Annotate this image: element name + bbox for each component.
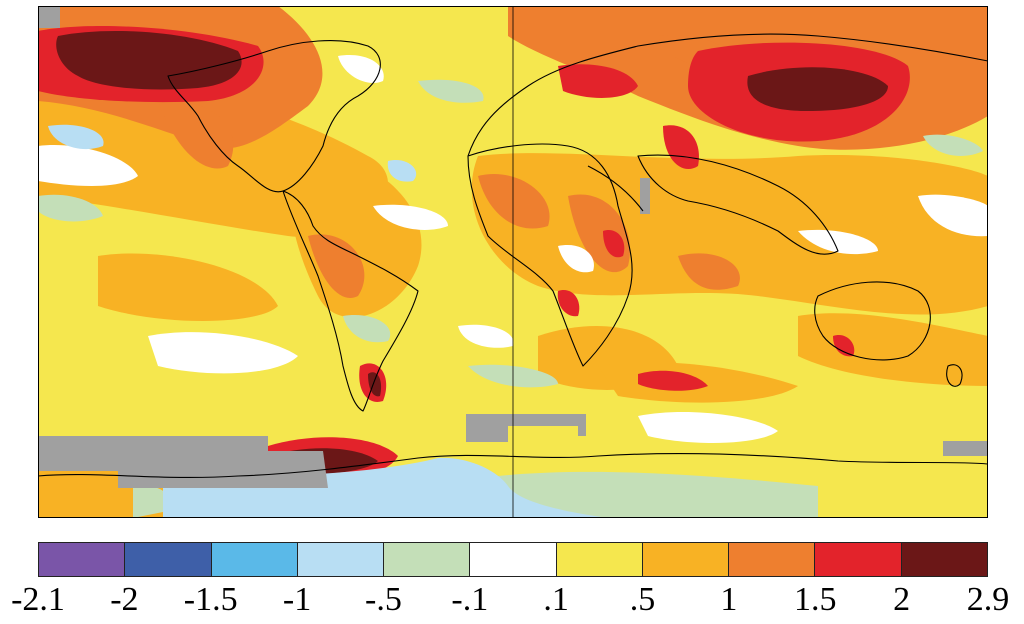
coastlines: [38, 6, 988, 518]
legend-tick-label: -2.1: [11, 581, 65, 618]
legend-tick-label: -.5: [365, 581, 402, 618]
legend-swatch: [470, 543, 557, 576]
legend-tick-label: -1.5: [183, 581, 238, 618]
legend-tick-label: 1: [720, 581, 738, 618]
legend-swatch: [211, 543, 298, 576]
legend-swatch: [729, 543, 816, 576]
legend-tick-label: .5: [629, 581, 656, 618]
legend-swatch: [901, 543, 987, 576]
anomaly-regions-light-green: [38, 79, 983, 518]
legend-swatch: [384, 543, 471, 576]
legend-swatch: [39, 543, 126, 576]
legend-swatch: [556, 543, 643, 576]
color-legend-bar: [38, 542, 988, 577]
legend-tick-label: 2.9: [966, 581, 1010, 618]
anomaly-regions-light-blue: [48, 124, 608, 518]
legend-swatch: [815, 543, 902, 576]
map-svg: [38, 6, 988, 518]
legend-tick-label: -.1: [451, 581, 489, 618]
legend-swatch: [642, 543, 730, 576]
temperature-anomaly-map: [38, 6, 988, 518]
legend-tick-label: -1: [282, 581, 312, 618]
legend-swatch: [125, 543, 212, 576]
map-frame: [38, 6, 988, 518]
legend-tick-label: -2: [110, 581, 139, 618]
legend-tick-label: .1: [543, 581, 569, 618]
legend-swatch: [297, 543, 385, 576]
anomaly-regions-white: [38, 55, 988, 443]
legend-tick-label: 1.5: [794, 581, 837, 618]
legend-tick-label: 2: [893, 581, 911, 618]
